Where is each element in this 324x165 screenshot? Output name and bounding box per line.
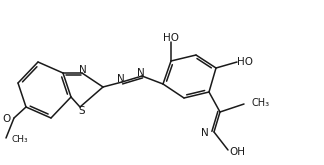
Text: N: N <box>137 68 145 78</box>
Text: N: N <box>117 74 125 84</box>
Text: S: S <box>79 106 85 116</box>
Text: HO: HO <box>163 33 179 43</box>
Text: N: N <box>201 128 209 138</box>
Text: CH₃: CH₃ <box>11 135 28 145</box>
Text: HO: HO <box>237 57 253 67</box>
Text: CH₃: CH₃ <box>252 98 270 108</box>
Text: N: N <box>79 65 87 75</box>
Text: O: O <box>3 114 11 124</box>
Text: OH: OH <box>229 147 245 157</box>
